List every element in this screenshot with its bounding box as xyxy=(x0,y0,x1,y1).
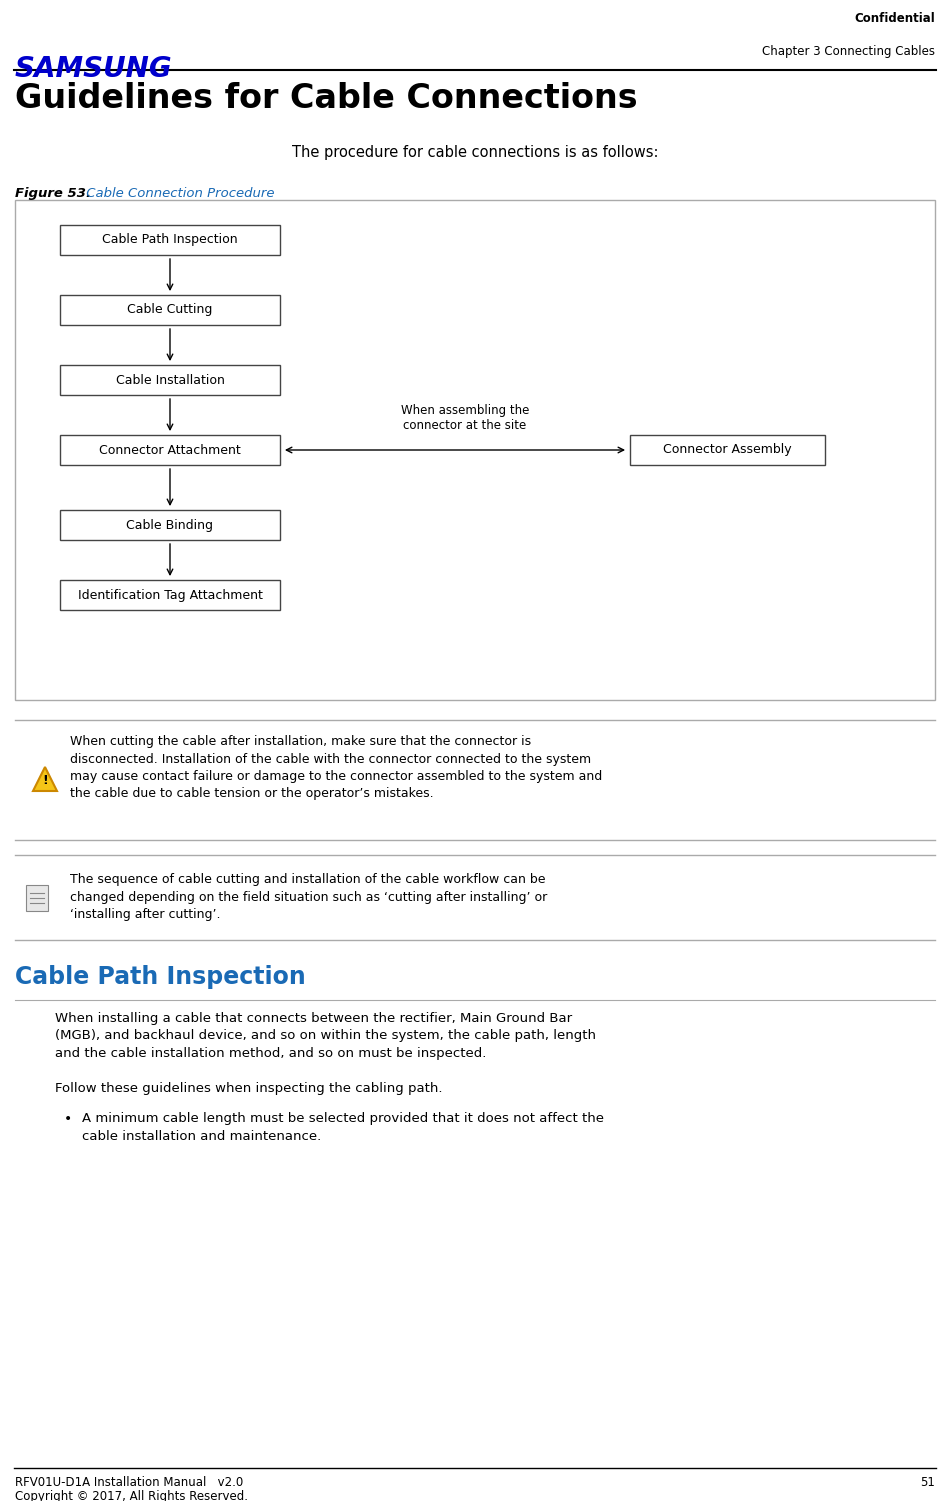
Text: Figure 53.: Figure 53. xyxy=(15,188,91,200)
Text: •: • xyxy=(64,1112,72,1126)
FancyBboxPatch shape xyxy=(15,200,935,699)
Text: When installing a cable that connects between the rectifier, Main Ground Bar
(MG: When installing a cable that connects be… xyxy=(55,1012,596,1060)
FancyBboxPatch shape xyxy=(60,225,280,255)
Text: Connector Assembly: Connector Assembly xyxy=(663,443,791,456)
Text: SAMSUNG: SAMSUNG xyxy=(15,56,173,83)
FancyBboxPatch shape xyxy=(60,510,280,540)
FancyBboxPatch shape xyxy=(60,579,280,609)
Text: Chapter 3 Connecting Cables: Chapter 3 Connecting Cables xyxy=(762,45,935,59)
Text: Cable Path Inspection: Cable Path Inspection xyxy=(103,234,238,246)
Text: Follow these guidelines when inspecting the cabling path.: Follow these guidelines when inspecting … xyxy=(55,1082,443,1096)
Text: Confidential: Confidential xyxy=(854,12,935,26)
Text: Identification Tag Attachment: Identification Tag Attachment xyxy=(78,588,262,602)
Text: !: ! xyxy=(42,775,48,788)
Text: Guidelines for Cable Connections: Guidelines for Cable Connections xyxy=(15,83,637,116)
Text: Cable Path Inspection: Cable Path Inspection xyxy=(15,965,306,989)
Text: When assembling the
connector at the site: When assembling the connector at the sit… xyxy=(401,404,529,432)
Text: A minimum cable length must be selected provided that it does not affect the
cab: A minimum cable length must be selected … xyxy=(82,1112,604,1142)
Text: Connector Attachment: Connector Attachment xyxy=(99,443,241,456)
FancyBboxPatch shape xyxy=(60,365,280,395)
FancyBboxPatch shape xyxy=(630,435,825,465)
Text: Cable Installation: Cable Installation xyxy=(116,374,224,386)
Polygon shape xyxy=(33,767,57,791)
Text: Copyright © 2017, All Rights Reserved.: Copyright © 2017, All Rights Reserved. xyxy=(15,1490,248,1501)
FancyBboxPatch shape xyxy=(60,296,280,326)
FancyBboxPatch shape xyxy=(26,884,48,911)
Text: When cutting the cable after installation, make sure that the connector is
disco: When cutting the cable after installatio… xyxy=(70,735,602,800)
Text: RFV01U-D1A Installation Manual   v2.0: RFV01U-D1A Installation Manual v2.0 xyxy=(15,1475,243,1489)
Text: Cable Connection Procedure: Cable Connection Procedure xyxy=(82,188,275,200)
Text: The procedure for cable connections is as follows:: The procedure for cable connections is a… xyxy=(292,146,658,161)
Text: 51: 51 xyxy=(921,1475,935,1489)
Text: The sequence of cable cutting and installation of the cable workflow can be
chan: The sequence of cable cutting and instal… xyxy=(70,874,547,922)
Text: Cable Cutting: Cable Cutting xyxy=(127,303,213,317)
Text: Cable Binding: Cable Binding xyxy=(126,518,214,531)
FancyBboxPatch shape xyxy=(60,435,280,465)
